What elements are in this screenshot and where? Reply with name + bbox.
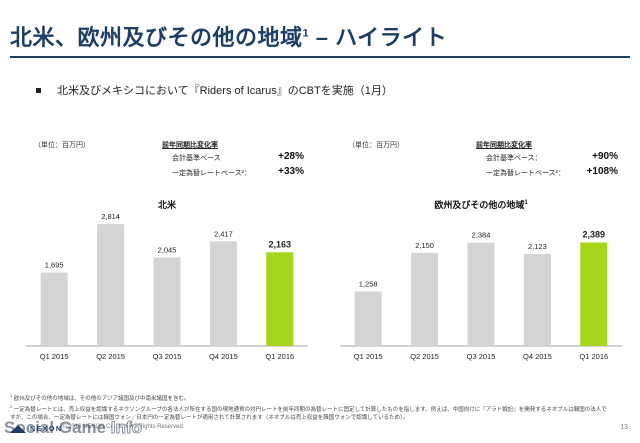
yoy-row-label: 一定為替レートベース²： (486, 170, 565, 177)
data-label: 2,045 (158, 245, 177, 254)
highlight-bullet: 北米及びメキシコにおいて『Riders of Icarus』のCBTを実施（1月… (36, 82, 393, 98)
chart-title-footnote-mark: 1 (524, 200, 528, 206)
bar-q1-2016 (580, 242, 608, 346)
data-label: 2,123 (528, 242, 547, 251)
page-title-suffix: – ハイライト (315, 25, 448, 50)
chart-title-text: 欧州及びその他の地域 (434, 200, 525, 210)
yoy-header: 前年同期比変化率 (162, 142, 218, 149)
bar-q2-2015 (411, 252, 439, 346)
page-title-footnote-mark: 1 (302, 27, 310, 40)
yoy-header: 前年同期比変化率 (476, 142, 532, 149)
page-number: 13 (620, 424, 628, 431)
footnote-2: 2 一定為替レートとは、売上収益を認識するネクソングループの各法人が所在する国の… (10, 403, 607, 421)
bar-q2-2015 (97, 224, 125, 346)
x-tick-label: Q1 2016 (579, 352, 608, 361)
bar-q1-2015 (354, 291, 382, 346)
chart-title: 欧州及びその他の地域1 (336, 198, 626, 211)
bar-q4-2015 (209, 241, 237, 346)
footnote-1: 1 欧州及びその他の地域は、その他のアジア諸国及び中南米諸国を含む。 (10, 393, 190, 402)
bullet-square-icon (36, 87, 41, 93)
watermark-text-accent: Info (110, 418, 142, 438)
yoy-row-value: +90% (592, 151, 618, 162)
yoy-row-label: 会計基準ベース： (486, 155, 542, 162)
x-tick-label: Q1 2015 (354, 352, 383, 361)
copyright: © 2016 NEXON Co., Ltd. All Rights Reserv… (62, 424, 185, 430)
chart-title-text: 北米 (157, 200, 176, 210)
bar-q3-2015 (153, 257, 181, 346)
yoy-row-value: +108% (586, 166, 618, 177)
x-tick-label: Q3 2015 (467, 352, 496, 361)
data-label: 2,163 (269, 239, 292, 249)
data-label: 2,384 (472, 231, 491, 240)
nexon-logo-text: NEXON (30, 425, 63, 433)
yoy-row-value: +28% (278, 151, 304, 162)
data-label: 1,258 (359, 280, 378, 289)
bullet-text: 北米及びメキシコにおいて『Riders of Icarus』のCBTを実施（1月… (57, 85, 393, 97)
data-label: 2,389 (583, 230, 606, 240)
data-label: 1,695 (45, 261, 64, 270)
x-tick-label: Q1 2015 (40, 352, 69, 361)
x-tick-label: Q2 2015 (96, 352, 125, 361)
chart-title: 北米 (22, 198, 312, 211)
bar-q4-2015 (523, 254, 551, 346)
x-tick-label: Q1 2016 (265, 352, 294, 361)
panel-north-america: （単位：百万円） 前年同期比変化率 会計基準ベース +28% 一定為替レートベー… (22, 136, 312, 366)
x-tick-label: Q4 2015 (523, 352, 552, 361)
x-tick-label: Q2 2015 (410, 352, 439, 361)
panel-europe-other: （単位：百万円） 前年同期比変化率 会計基準ベース： +90% 一定為替レートベ… (336, 136, 626, 366)
x-tick-label: Q3 2015 (153, 352, 182, 361)
bar-q1-2016 (266, 252, 294, 346)
page-title: 北米、欧州及びその他の地域1 – ハイライト (10, 20, 447, 52)
yoy-row-label: 一定為替レートベース²： (172, 170, 251, 177)
x-tick-label: Q4 2015 (209, 352, 238, 361)
watermark: Social Game Info (4, 418, 142, 438)
north-america-bar-chart: 1,695 Q1 2015 2,814 Q2 2015 2,045 Q3 2015 2,41… (26, 212, 308, 361)
unit-label: （単位：百万円） (34, 142, 90, 149)
title-divider (10, 56, 630, 58)
bar-q3-2015 (467, 242, 495, 346)
unit-label: （単位：百万円） (348, 142, 404, 149)
nexon-triangle-icon (10, 425, 26, 433)
yoy-row-label: 会計基準ベース (172, 155, 221, 162)
nexon-logo: NEXON (10, 425, 62, 433)
yoy-row-value: +33% (278, 166, 304, 177)
data-label: 2,150 (415, 241, 434, 250)
watermark-text: Social Game (4, 418, 107, 437)
europe-other-bar-chart: 1,258 Q1 2015 2,150 Q2 2015 2,384 Q3 2015 2,12… (340, 230, 622, 361)
page-title-text: 北米、欧州及びその他の地域 (10, 25, 303, 50)
data-label: 2,814 (101, 212, 120, 221)
bar-q1-2015 (40, 272, 68, 346)
data-label: 2,417 (214, 229, 233, 238)
footnotes: 1 欧州及びその他の地域は、その他のアジア諸国及び中南米諸国を含む。 2 一定為… (10, 392, 610, 422)
